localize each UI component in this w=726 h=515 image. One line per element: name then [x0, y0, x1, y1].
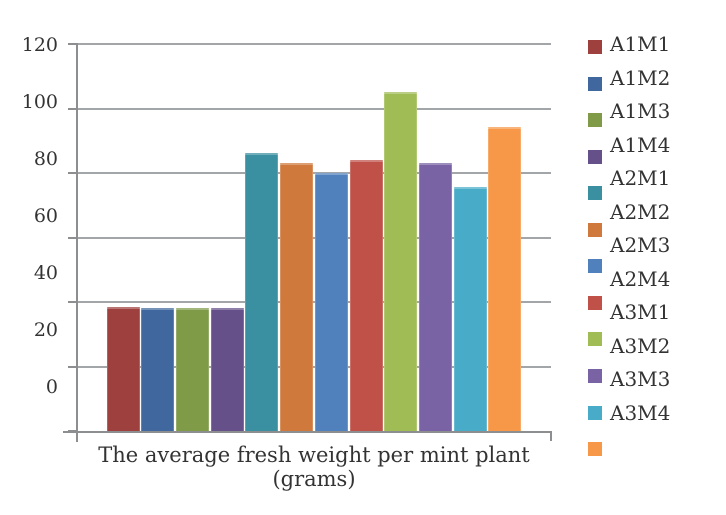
bar-A3M2 — [418, 162, 452, 431]
legend-label-A3M4: A3M4 — [610, 400, 671, 425]
legend-swatch-A3M2 — [588, 368, 602, 383]
y-axis-tick-100 — [68, 107, 77, 110]
bar-A1M3 — [175, 308, 209, 431]
legend-swatch-A1M1 — [588, 40, 602, 54]
x-axis-right-tick — [549, 431, 552, 441]
legend-label-A1M2: A1M2 — [610, 65, 671, 90]
gridline-20 — [77, 365, 551, 368]
gridline-60 — [77, 236, 551, 239]
legend-swatch-A3M3 — [588, 405, 602, 420]
x-axis-label-line-1: The average fresh weight per mint plant — [98, 443, 530, 467]
legend-swatch-A3M4 — [588, 442, 602, 457]
y-tick-label-0: 0 — [45, 376, 58, 398]
legend-label-A2M3: A2M3 — [610, 233, 671, 257]
y-axis-line — [75, 43, 78, 442]
gridline-80 — [77, 172, 551, 175]
bar-A2M1 — [245, 153, 279, 431]
bar-A3M4 — [488, 127, 522, 431]
legend-label-A3M3: A3M3 — [610, 367, 671, 391]
legend-label-A2M4: A2M4 — [610, 266, 671, 291]
gridline-120 — [77, 43, 551, 45]
legend-swatch-A2M1 — [588, 186, 602, 201]
legend-label-A1M3: A1M3 — [610, 99, 671, 123]
legend-swatch-A1M4 — [588, 149, 602, 164]
x-axis-category-label: The average fresh weight per mint plant … — [77, 443, 551, 491]
y-axis-tick-20 — [68, 365, 77, 368]
legend-label-A3M2: A3M2 — [610, 333, 671, 358]
x-axis-line — [63, 431, 552, 433]
y-tick-label-60: 60 — [33, 205, 58, 227]
y-tick-label-120: 120 — [21, 34, 58, 56]
bar-A2M3 — [314, 172, 348, 431]
legend-swatch-A2M2 — [588, 222, 602, 237]
legend-swatch-A3M1 — [588, 332, 602, 347]
legend-label-A1M1: A1M1 — [610, 32, 671, 56]
y-tick-label-100: 100 — [21, 91, 58, 113]
y-tick-label-80: 80 — [33, 148, 58, 170]
y-axis-tick-80 — [68, 172, 77, 175]
legend-label-A3M1: A3M1 — [610, 300, 671, 324]
legend-swatch-A2M3 — [588, 259, 602, 274]
bar-A2M4 — [349, 159, 383, 431]
gridline-100 — [77, 107, 551, 110]
bar-A1M1 — [106, 306, 140, 431]
bar-A3M1 — [384, 91, 418, 431]
y-tick-label-20: 20 — [33, 319, 58, 341]
legend-label-A2M1: A2M1 — [610, 166, 671, 190]
legend-label-A2M2: A2M2 — [610, 199, 671, 224]
bar-A1M2 — [141, 308, 175, 431]
gridline-40 — [77, 301, 551, 304]
legend-swatch-A2M4 — [588, 295, 602, 310]
legend-swatch-A1M2 — [588, 76, 602, 91]
bar-A2M2 — [280, 162, 314, 431]
y-axis-tick-120 — [68, 43, 77, 45]
bar-A1M4 — [210, 308, 244, 431]
y-tick-label-40: 40 — [33, 262, 58, 284]
legend-label-A1M4: A1M4 — [610, 132, 671, 157]
bar-A3M3 — [453, 187, 487, 431]
x-axis-label-line-2: (grams) — [272, 467, 356, 491]
legend-swatch-A1M3 — [588, 113, 602, 128]
y-axis-tick-40 — [68, 301, 77, 304]
y-axis-tick-60 — [68, 236, 77, 239]
